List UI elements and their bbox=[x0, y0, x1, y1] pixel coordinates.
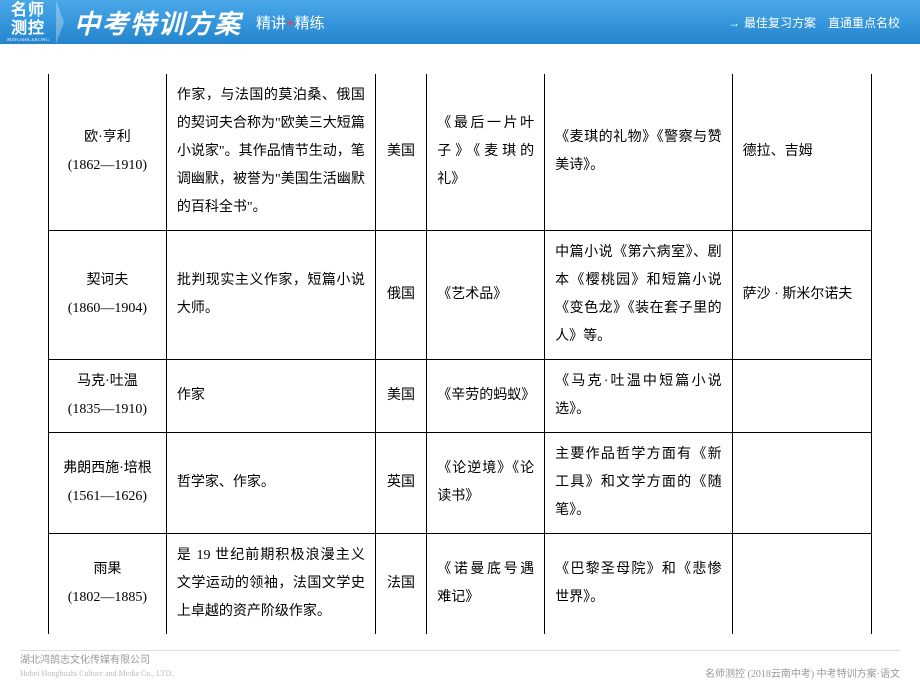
footer-publisher-cn: 湖北鸿鹄志文化传媒有限公司 bbox=[20, 654, 173, 667]
subtitle-b: 精练 bbox=[295, 16, 325, 32]
desc-cell: 批判现实主义作家，短篇小说大师。 bbox=[166, 231, 375, 360]
country-cell: 美国 bbox=[375, 74, 426, 231]
desc-cell: 是 19 世纪前期积极浪漫主义文学运动的领袖，法国文学史上卓越的资产阶级作家。 bbox=[166, 534, 375, 635]
desc-cell: 作家 bbox=[166, 360, 375, 433]
other-works-cell: 《麦琪的礼物》《警察与赞美诗》。 bbox=[545, 74, 733, 231]
logo-line2: 测控 bbox=[11, 20, 45, 38]
page-header: 名师 测控 MINGSHICEKONG 中考特训方案 精讲+精练 → 最佳复习方案… bbox=[0, 0, 920, 44]
content-area: 欧·亨利(1862—1910)作家，与法国的莫泊桑、俄国的契诃夫合称为"欧美三大… bbox=[0, 44, 920, 634]
table-row: 契诃夫(1860—1904)批判现实主义作家，短篇小说大师。俄国《艺术品》中篇小… bbox=[49, 231, 872, 360]
table-row: 雨果(1802—1885)是 19 世纪前期积极浪漫主义文学运动的领袖，法国文学… bbox=[49, 534, 872, 635]
subtitle-plus: + bbox=[286, 16, 295, 32]
logo-sub: MINGSHICEKONG bbox=[7, 38, 49, 43]
footer-publisher-en: Hubei Honghuzhi Culture and Media Co., L… bbox=[20, 667, 173, 680]
table-row: 欧·亨利(1862—1910)作家，与法国的莫泊桑、俄国的契诃夫合称为"欧美三大… bbox=[49, 74, 872, 231]
table-row: 马克·吐温(1835—1910)作家美国《辛劳的蚂蚁》《马克·吐温中短篇小说选》… bbox=[49, 360, 872, 433]
character-cell bbox=[732, 534, 871, 635]
author-cell: 欧·亨利(1862—1910) bbox=[49, 74, 167, 231]
header-divider bbox=[56, 0, 64, 44]
page-subtitle: 精讲+精练 bbox=[256, 12, 325, 33]
header-right-label: 最佳复习方案 直通重点名校 bbox=[744, 16, 900, 30]
header-right-text: → 最佳复习方案 直通重点名校 bbox=[728, 14, 900, 31]
rep-work-cell: 《辛劳的蚂蚁》 bbox=[427, 360, 545, 433]
other-works-cell: 《马克·吐温中短篇小说选》。 bbox=[545, 360, 733, 433]
logo-line1: 名师 bbox=[11, 2, 45, 20]
authors-table: 欧·亨利(1862—1910)作家，与法国的莫泊桑、俄国的契诃夫合称为"欧美三大… bbox=[48, 74, 872, 634]
arrow-icon: → bbox=[728, 16, 740, 30]
footer-right: 名师测控 (2018云南中考) 中考特训方案·语文 bbox=[705, 665, 900, 680]
desc-cell: 作家，与法国的莫泊桑、俄国的契诃夫合称为"欧美三大短篇小说家"。其作品情节生动，… bbox=[166, 74, 375, 231]
country-cell: 美国 bbox=[375, 360, 426, 433]
page-title: 中考特训方案 bbox=[74, 4, 242, 41]
footer-left: 湖北鸿鹄志文化传媒有限公司 Hubei Honghuzhi Culture an… bbox=[20, 654, 173, 680]
other-works-cell: 中篇小说《第六病室》、剧本《樱桃园》和短篇小说《变色龙》《装在套子里的人》等。 bbox=[545, 231, 733, 360]
author-cell: 契诃夫(1860—1904) bbox=[49, 231, 167, 360]
character-cell: 萨沙 · 斯米尔诺夫 bbox=[732, 231, 871, 360]
rep-work-cell: 《诺曼底号遇难记》 bbox=[427, 534, 545, 635]
subtitle-a: 精讲 bbox=[256, 16, 286, 32]
page-footer: 湖北鸿鹄志文化传媒有限公司 Hubei Honghuzhi Culture an… bbox=[0, 654, 920, 680]
table-row: 弗朗西施·培根(1561—1626)哲学家、作家。英国《论逆境》《论读书》主要作… bbox=[49, 433, 872, 534]
rep-work-cell: 《最后一片叶子》《麦琪的礼》 bbox=[427, 74, 545, 231]
author-cell: 雨果(1802—1885) bbox=[49, 534, 167, 635]
rep-work-cell: 《艺术品》 bbox=[427, 231, 545, 360]
character-cell bbox=[732, 433, 871, 534]
brand-logo: 名师 测控 MINGSHICEKONG bbox=[0, 0, 56, 44]
character-cell: 德拉、吉姆 bbox=[732, 74, 871, 231]
character-cell bbox=[732, 360, 871, 433]
desc-cell: 哲学家、作家。 bbox=[166, 433, 375, 534]
other-works-cell: 主要作品哲学方面有《新工具》和文学方面的《随笔》。 bbox=[545, 433, 733, 534]
other-works-cell: 《巴黎圣母院》和《悲惨世界》。 bbox=[545, 534, 733, 635]
country-cell: 英国 bbox=[375, 433, 426, 534]
country-cell: 俄国 bbox=[375, 231, 426, 360]
author-cell: 马克·吐温(1835—1910) bbox=[49, 360, 167, 433]
country-cell: 法国 bbox=[375, 534, 426, 635]
rep-work-cell: 《论逆境》《论读书》 bbox=[427, 433, 545, 534]
footer-rule bbox=[20, 650, 900, 651]
author-cell: 弗朗西施·培根(1561—1626) bbox=[49, 433, 167, 534]
